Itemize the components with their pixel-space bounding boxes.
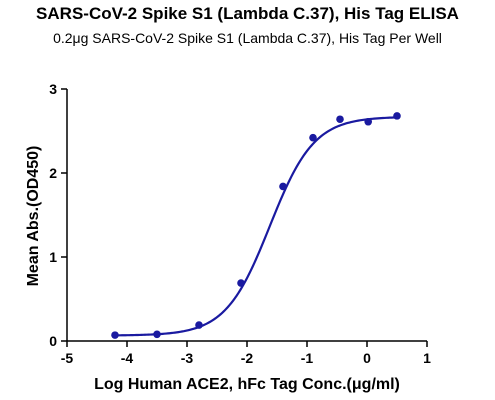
x-tick-label: -2 [241,350,254,366]
data-point [195,321,203,329]
x-axis-label: Log Human ACE2, hFc Tag Conc.(μg/ml) [94,376,400,393]
x-tick-label: -5 [61,350,74,366]
data-point [279,182,287,191]
chart-title: SARS-CoV-2 Spike S1 (Lambda C.37), His T… [36,4,459,23]
y-axis-label: Mean Abs.(OD450) [25,146,42,287]
x-tick-label: -4 [121,350,134,366]
data-point [393,112,401,120]
data-point [153,330,161,339]
x-tick-label: 1 [423,350,431,366]
fit-curve-layer [114,116,398,337]
x-tick-label: 0 [363,350,371,366]
y-tick-label: 3 [49,81,57,97]
chart-subtitle: 0.2μg SARS-CoV-2 Spike S1 (Lambda C.37),… [53,30,442,46]
y-tick-label: 2 [49,165,57,181]
data-point [364,117,373,126]
fit-curve [114,116,398,337]
data-point [336,115,344,124]
data-point [111,331,119,339]
x-tick-label: -3 [181,350,194,366]
y-tick-label: 0 [49,333,57,349]
y-tick-label: 1 [49,249,57,265]
x-tick-label: -1 [301,350,314,366]
data-point [237,279,245,287]
data-point [309,133,317,142]
data-points-layer [111,112,401,339]
axes: -5 -4 -3 -2 -1 0 1 0 1 2 3 [49,81,431,366]
